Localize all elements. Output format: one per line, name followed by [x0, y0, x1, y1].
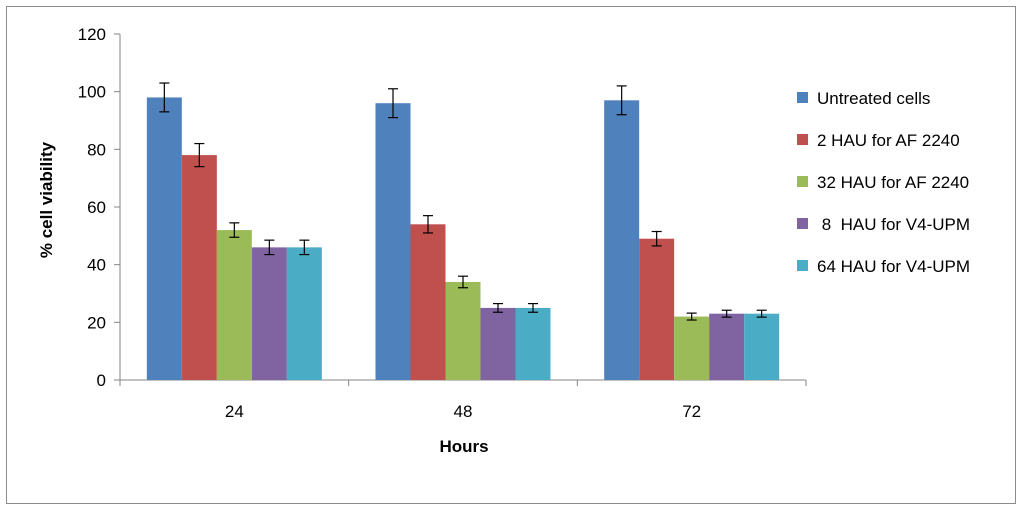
legend-swatch [797, 260, 808, 271]
x-tick-label: 24 [225, 402, 244, 421]
bar [744, 313, 780, 380]
y-axis: 0 20 40 60 80 100 120 [78, 25, 121, 390]
x-axis-title: Hours [439, 437, 488, 456]
bar [286, 247, 322, 380]
bar [709, 313, 745, 380]
bar [445, 281, 481, 380]
legend-label: 32 HAU for AF 2240 [817, 173, 969, 192]
y-tick-label: 20 [87, 313, 106, 332]
legend: Untreated cells 2 HAU for AF 2240 32 HAU f… [797, 89, 970, 276]
bar [181, 155, 217, 380]
y-tick-label: 100 [78, 83, 106, 102]
bar [410, 224, 446, 380]
bar [674, 316, 710, 380]
legend-swatch [797, 218, 808, 229]
bar [480, 307, 516, 380]
bar [216, 230, 252, 380]
legend-swatch [797, 92, 808, 103]
legend-swatch [797, 134, 808, 145]
bar [375, 103, 411, 380]
bar [515, 307, 551, 380]
y-axis-title: % cell viability [37, 141, 56, 258]
x-axis: 24 48 72 [119, 379, 807, 421]
y-tick-label: 0 [97, 371, 106, 390]
legend-swatch [797, 176, 808, 187]
bar [639, 238, 675, 380]
legend-label: 2 HAU for AF 2240 [817, 131, 960, 150]
y-tick-label: 120 [78, 25, 106, 44]
bars [146, 82, 780, 381]
bar [146, 97, 182, 380]
bar [251, 247, 287, 380]
y-tick-label: 40 [87, 256, 106, 275]
x-tick-label: 72 [682, 402, 701, 421]
legend-label: 8 HAU for V4-UPM [817, 215, 970, 234]
x-tick-label: 48 [454, 402, 473, 421]
y-tick-label: 80 [87, 140, 106, 159]
bar [604, 100, 640, 381]
y-tick-label: 60 [87, 198, 106, 217]
legend-label: Untreated cells [817, 89, 930, 108]
legend-label: 64 HAU for V4-UPM [817, 257, 970, 276]
